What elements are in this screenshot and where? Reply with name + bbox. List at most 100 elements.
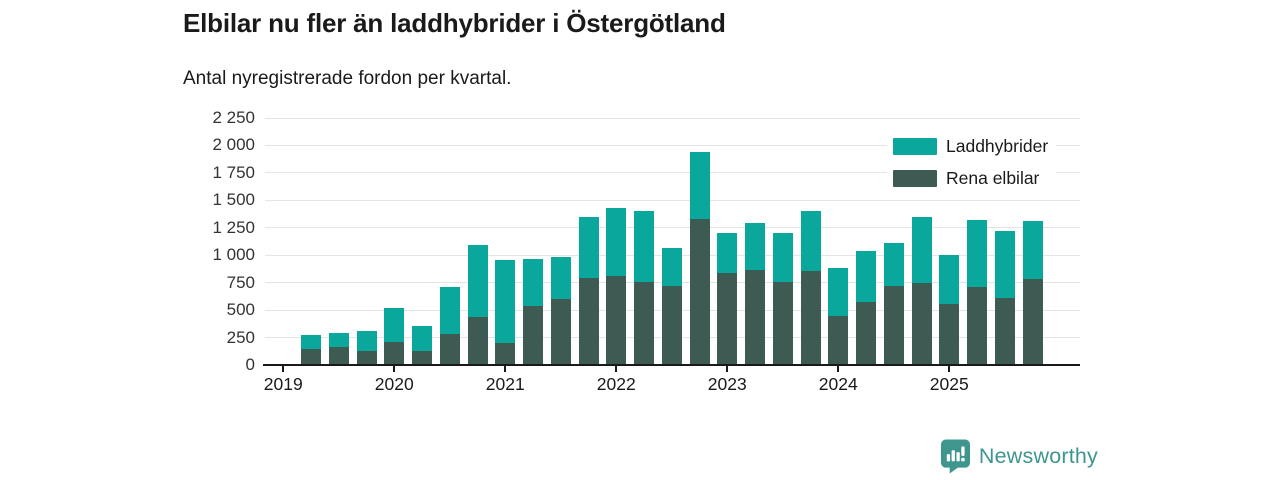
bar-segment	[967, 286, 987, 365]
y-tick-label: 2 250	[212, 108, 255, 127]
bar-segment	[661, 248, 682, 286]
x-axis-tick	[615, 366, 618, 372]
plot-area	[265, 117, 1080, 365]
bar-segment	[495, 343, 516, 365]
bar-segment	[634, 211, 654, 282]
chart-subtitle: Antal nyregistrerade fordon per kvartal.	[183, 68, 512, 89]
bar-segment	[1022, 221, 1043, 280]
newsworthy-wordmark: Newsworthy	[978, 443, 1098, 468]
bar-2020-q2	[412, 118, 432, 365]
legend-swatch	[893, 138, 937, 155]
bar-2019-q4	[356, 118, 377, 365]
x-axis-tick	[726, 366, 729, 372]
bar-segment	[328, 346, 349, 365]
bar-segment	[689, 219, 710, 365]
bar-2020-q3	[439, 118, 460, 365]
y-tick-label: 1 250	[212, 217, 255, 237]
bar-segment	[384, 341, 405, 365]
bar-2022-q4	[689, 118, 710, 365]
page-title: Elbilar nu fler än laddhybrider i Österg…	[183, 8, 726, 38]
x-axis-tick	[837, 366, 840, 372]
bar-2019-q3	[328, 118, 349, 365]
bar-2024-q1	[828, 118, 849, 365]
bar-segment	[606, 276, 627, 365]
x-year-label: 2019	[263, 374, 303, 394]
bar-segment	[911, 282, 932, 365]
bar-2024-q2	[856, 118, 876, 365]
bar-segment	[800, 270, 821, 365]
bar-segment	[328, 333, 349, 347]
bar-segment	[301, 349, 321, 365]
legend-item: Rena elbilar	[893, 168, 1048, 189]
bar-2020-q1	[384, 118, 405, 365]
bar-segment	[467, 317, 488, 365]
bar-segment	[606, 208, 627, 277]
newsworthy-icon	[940, 438, 971, 474]
bar-segment	[523, 305, 543, 365]
bar-2025-q2	[967, 118, 987, 365]
gridline	[265, 227, 1080, 229]
legend-label: Rena elbilar	[946, 168, 1040, 188]
legend: Laddhybrider Rena elbilar	[887, 131, 1057, 194]
x-year-label: 2021	[485, 374, 525, 394]
bar-segment	[550, 257, 571, 300]
y-tick-label: 500	[226, 300, 255, 320]
bar-segment	[356, 330, 377, 351]
x-year-label: 2024	[818, 374, 858, 394]
bar-segment	[911, 216, 932, 283]
bar-segment	[523, 258, 543, 306]
bar-segment	[578, 217, 599, 279]
bar-2020-q4	[467, 118, 488, 365]
x-axis-tick	[282, 366, 285, 372]
bar-segment	[717, 272, 738, 365]
bar-segment	[634, 281, 654, 365]
bar-segment	[856, 301, 876, 365]
y-tick-label: 750	[226, 272, 255, 292]
bar-2021-q4	[578, 118, 599, 365]
gridline	[265, 144, 1080, 146]
bar-2023-q4	[800, 118, 821, 365]
bar-2025-q3	[994, 118, 1015, 365]
bar-segment	[689, 152, 710, 219]
x-axis-line	[263, 364, 1080, 366]
gridline	[265, 172, 1080, 174]
bar-2021-q1	[495, 118, 516, 365]
bar-2023-q2	[745, 118, 765, 365]
x-year-label: 2023	[707, 374, 747, 394]
bar-segment	[800, 211, 821, 271]
newsworthy-logo[interactable]: Newsworthy	[940, 438, 1098, 474]
bar-2021-q3	[550, 118, 571, 365]
bar-segment	[994, 298, 1015, 365]
bar-2022-q3	[661, 118, 682, 365]
bar-segment	[772, 281, 793, 365]
bar-segment	[717, 232, 738, 273]
bar-segment	[301, 334, 321, 350]
bar-segment	[439, 334, 460, 365]
bar-segment	[1022, 279, 1043, 365]
y-tick-label: 2 000	[212, 135, 255, 155]
bar-segment	[578, 278, 599, 365]
bar-2021-q2	[523, 118, 543, 365]
bar-segment	[550, 299, 571, 365]
bar-2023-q1	[717, 118, 738, 365]
bar-segment	[495, 259, 516, 344]
gridline	[265, 117, 1080, 119]
y-tick-label: 1 500	[212, 190, 255, 210]
bar-segment	[384, 308, 405, 342]
y-tick-label: 0	[245, 355, 255, 374]
x-axis-tick	[948, 366, 951, 372]
bar-2022-q2	[634, 118, 654, 365]
bar-segment	[967, 220, 987, 287]
bar-2024-q3	[883, 118, 904, 365]
bar-segment	[939, 254, 960, 305]
bar-segment	[745, 223, 765, 270]
bar-2025-q4	[1022, 118, 1043, 365]
bar-2024-q4	[911, 118, 932, 365]
x-year-label: 2025	[929, 374, 969, 394]
y-tick-label: 1 000	[212, 245, 255, 265]
x-year-label: 2022	[596, 374, 636, 394]
bar-2019-q2	[301, 118, 321, 365]
bar-segment	[939, 304, 960, 365]
bar-segment	[356, 350, 377, 365]
